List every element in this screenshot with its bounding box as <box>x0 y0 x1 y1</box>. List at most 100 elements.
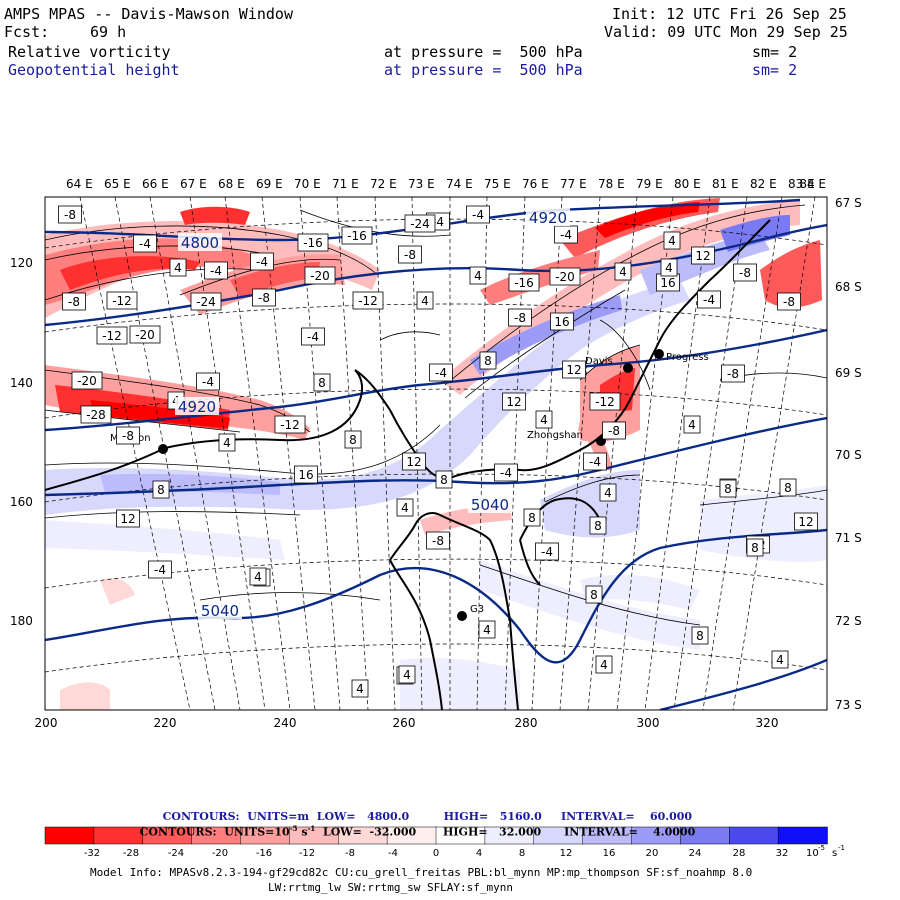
vort-label-box <box>691 626 709 645</box>
vort-label: 16 <box>660 276 675 290</box>
x-label: 300 <box>637 716 660 730</box>
vort-label-box <box>313 373 331 392</box>
lat-label: 67 S <box>835 196 862 210</box>
vort-label-box <box>562 360 586 379</box>
vort-label-box <box>502 392 526 411</box>
vort-label-box <box>595 655 613 674</box>
vort-label: -8 <box>404 248 416 262</box>
vort-label-box <box>294 465 318 484</box>
field2-level: at pressure = 500 hPa <box>384 61 583 79</box>
vort-label-box <box>398 665 416 684</box>
vort-label-box <box>304 266 336 285</box>
vort-label: -8 <box>122 429 134 443</box>
vort-label: -20 <box>77 374 97 388</box>
vort-label-box <box>599 483 617 502</box>
vort-label: -4 <box>307 330 319 344</box>
x-label: 240 <box>274 716 297 730</box>
vort-label-box <box>583 452 607 471</box>
vort-label: -4 <box>210 264 222 278</box>
vort-label-box <box>469 266 487 285</box>
svg-text:10: 10 <box>806 848 819 859</box>
map-title: AMPS MPAS -- Davis-Mawson Window <box>4 5 293 23</box>
lon-label: 70 E <box>294 177 321 191</box>
lon-label: 84 E <box>799 177 826 191</box>
vort-label-box <box>116 426 140 445</box>
vort-label-box <box>721 364 745 383</box>
y-label: 140 <box>10 376 33 390</box>
lat-label: 70 S <box>835 448 862 462</box>
vort-label-box <box>494 463 518 482</box>
model-info-line1: Model Info: MPASv8.2.3-194-gf29cd82c CU:… <box>90 866 753 879</box>
vort-label-box <box>535 542 559 561</box>
geo-label-bg <box>178 233 222 251</box>
vort-label: -16 <box>514 276 534 290</box>
field2-smoothing: sm= 2 <box>752 61 798 79</box>
valid-time: Valid: 09 UTC Mon 29 Sep 25 <box>604 23 848 41</box>
vort-label: -4 <box>435 366 447 380</box>
vort-label-box <box>274 415 306 434</box>
x-label: 200 <box>35 716 58 730</box>
lon-label: 72 E <box>370 177 397 191</box>
vort-label: 4 <box>688 418 696 432</box>
y-label: 160 <box>10 495 33 509</box>
vort-label: -20 <box>135 328 155 342</box>
vort-label: -4 <box>432 215 444 229</box>
station-markers <box>158 349 664 621</box>
vort-label: -8 <box>68 295 80 309</box>
vort-label: 4 <box>254 570 262 584</box>
vort-label: -8 <box>64 208 76 222</box>
vort-label: 8 <box>528 511 536 525</box>
field1-name: Relative vorticity <box>8 43 171 61</box>
vort-label-box <box>589 392 621 411</box>
vort-label-box <box>426 531 450 550</box>
geo-label-bg <box>526 208 570 226</box>
colorbar-swatch <box>729 826 779 845</box>
colorbar-ticks: -32 -28 -24 -20 -16 -12 -8 -4 0 4 8 12 1… <box>84 848 789 859</box>
geo-contour-info: CONTOURS: UNITS=m LOW= 4800.0 HIGH= 5160… <box>162 810 693 823</box>
vort-label: 12 <box>798 515 813 529</box>
colorbar-unit: 10 -5 s -1 <box>806 844 845 859</box>
vort-label-box <box>719 479 737 498</box>
geo-label: 4920 <box>178 398 216 416</box>
vort-label-box <box>523 508 541 527</box>
lat-label: 68 S <box>835 280 862 294</box>
vort-label: 4 <box>223 436 231 450</box>
vort-label-box <box>733 263 757 282</box>
vort-label: -4 <box>472 208 484 222</box>
vort-label: 12 <box>120 512 135 526</box>
vort-label-box <box>697 290 721 309</box>
vort-label: -4 <box>154 563 166 577</box>
geopotential-contours <box>45 198 827 710</box>
lat-label: 72 S <box>835 614 862 628</box>
lon-label: 65 E <box>104 177 131 191</box>
colorbar-tick: -16 <box>256 848 272 859</box>
vort-label-box <box>435 470 453 489</box>
geopotential-contour-labels: 4800 4920 4920 5040 5040 <box>175 208 570 620</box>
vort-label: 8 <box>484 354 492 368</box>
geo-label: 4800 <box>181 234 219 252</box>
x-label: 260 <box>393 716 416 730</box>
vort-label: 8 <box>724 482 732 496</box>
colorbar-tick: 16 <box>603 848 616 859</box>
lon-label: 78 E <box>598 177 625 191</box>
station-progress-label: Progress <box>666 352 709 363</box>
lon-label: 67 E <box>180 177 207 191</box>
y-label: 120 <box>10 256 33 270</box>
vort-label-box <box>344 430 362 449</box>
init-time: Init: 12 UTC Fri 26 Sep 25 <box>612 5 847 23</box>
vort-label-box <box>777 292 801 311</box>
vort-label: -4 <box>589 455 601 469</box>
lon-label: 83 E <box>788 177 815 191</box>
colorbar <box>44 826 828 845</box>
vort-label: -8 <box>783 295 795 309</box>
vort-label: -28 <box>86 408 106 422</box>
geo-label: 5040 <box>201 602 239 620</box>
colorbar-tick: 28 <box>733 848 746 859</box>
colorbar-tick: -12 <box>299 848 315 859</box>
x-label: 280 <box>515 716 538 730</box>
vort-label-box <box>341 226 373 245</box>
lat-label: 71 S <box>835 531 862 545</box>
svg-text:-1: -1 <box>838 844 845 852</box>
